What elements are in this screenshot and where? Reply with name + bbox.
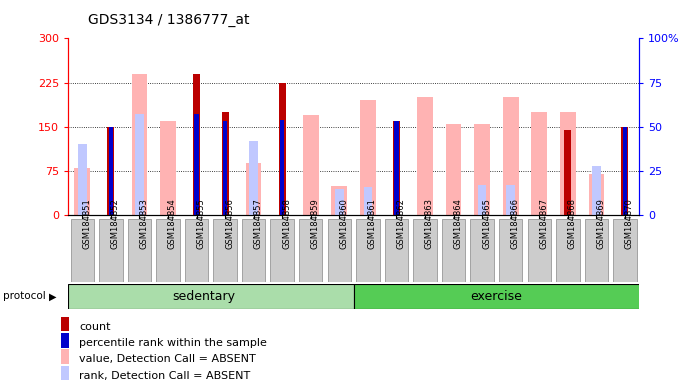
Bar (560, 112, 576, 215)
Bar (564, 130, 571, 215)
Bar (68, 284, 354, 309)
FancyBboxPatch shape (556, 219, 579, 282)
Text: GSM184870: GSM184870 (625, 199, 634, 249)
Text: GSM184868: GSM184868 (568, 199, 577, 250)
Bar (588, 174, 605, 215)
Bar (135, 114, 143, 215)
Text: GSM184867: GSM184867 (539, 199, 548, 250)
Text: exercise: exercise (471, 290, 522, 303)
Text: percentile rank within the sample: percentile rank within the sample (79, 338, 267, 348)
Bar (61, 366, 69, 380)
FancyBboxPatch shape (356, 219, 379, 282)
Text: GSM184855: GSM184855 (197, 199, 205, 249)
Bar (303, 115, 319, 215)
Text: GSM184863: GSM184863 (425, 199, 434, 250)
Text: GSM184856: GSM184856 (225, 199, 234, 249)
FancyBboxPatch shape (271, 219, 294, 282)
Bar (250, 141, 258, 215)
Bar (331, 185, 347, 215)
Bar (61, 333, 69, 348)
Bar (417, 97, 433, 215)
Text: GSM184869: GSM184869 (596, 199, 605, 249)
Text: GSM184851: GSM184851 (82, 199, 91, 249)
Bar (245, 163, 262, 215)
Text: GSM184861: GSM184861 (368, 199, 377, 249)
FancyBboxPatch shape (613, 219, 636, 282)
Bar (279, 83, 286, 215)
Text: rank, Detection Call = ABSENT: rank, Detection Call = ABSENT (79, 371, 250, 381)
Bar (107, 127, 114, 215)
Bar (131, 74, 148, 215)
Bar (445, 124, 462, 215)
Text: GSM184860: GSM184860 (339, 199, 348, 249)
FancyBboxPatch shape (528, 219, 551, 282)
FancyBboxPatch shape (328, 219, 351, 282)
Bar (474, 124, 490, 215)
Bar (222, 112, 228, 215)
FancyBboxPatch shape (499, 219, 522, 282)
Bar (393, 121, 400, 215)
Bar (223, 121, 227, 215)
Text: GSM184857: GSM184857 (254, 199, 262, 249)
Text: GSM184862: GSM184862 (396, 199, 405, 249)
Bar (364, 187, 372, 215)
FancyBboxPatch shape (156, 219, 180, 282)
FancyBboxPatch shape (214, 219, 237, 282)
Bar (78, 144, 86, 215)
Bar (360, 100, 376, 215)
Bar (194, 114, 199, 215)
Text: protocol: protocol (3, 291, 46, 301)
Text: GSM184865: GSM184865 (482, 199, 491, 249)
Bar (507, 185, 515, 215)
Text: GSM184852: GSM184852 (111, 199, 120, 249)
FancyBboxPatch shape (471, 219, 494, 282)
Bar (61, 349, 69, 364)
FancyBboxPatch shape (185, 219, 208, 282)
Bar (354, 284, 653, 309)
Text: sedentary: sedentary (172, 290, 235, 303)
FancyBboxPatch shape (71, 219, 94, 282)
Text: value, Detection Call = ABSENT: value, Detection Call = ABSENT (79, 354, 256, 364)
Bar (61, 317, 69, 331)
FancyBboxPatch shape (385, 219, 408, 282)
FancyBboxPatch shape (99, 219, 122, 282)
Bar (109, 127, 113, 215)
Bar (623, 127, 627, 215)
Bar (622, 127, 628, 215)
Text: GSM184858: GSM184858 (282, 199, 291, 249)
Bar (478, 185, 486, 215)
Text: ▶: ▶ (49, 291, 56, 301)
Text: count: count (79, 322, 110, 332)
Bar (531, 112, 547, 215)
Bar (503, 97, 519, 215)
Bar (592, 166, 600, 215)
Text: GSM184859: GSM184859 (311, 199, 320, 249)
FancyBboxPatch shape (242, 219, 265, 282)
Bar (335, 189, 343, 215)
Text: GSM184864: GSM184864 (454, 199, 462, 249)
FancyBboxPatch shape (413, 219, 437, 282)
FancyBboxPatch shape (128, 219, 151, 282)
Bar (193, 74, 200, 215)
Bar (160, 121, 176, 215)
Text: GSM184853: GSM184853 (139, 199, 148, 249)
Bar (280, 120, 284, 215)
Bar (74, 168, 90, 215)
Text: GDS3134 / 1386777_at: GDS3134 / 1386777_at (88, 13, 250, 27)
Text: GSM184854: GSM184854 (168, 199, 177, 249)
FancyBboxPatch shape (585, 219, 608, 282)
FancyBboxPatch shape (442, 219, 465, 282)
Bar (394, 121, 398, 215)
Text: GSM184866: GSM184866 (511, 199, 520, 250)
FancyBboxPatch shape (299, 219, 322, 282)
